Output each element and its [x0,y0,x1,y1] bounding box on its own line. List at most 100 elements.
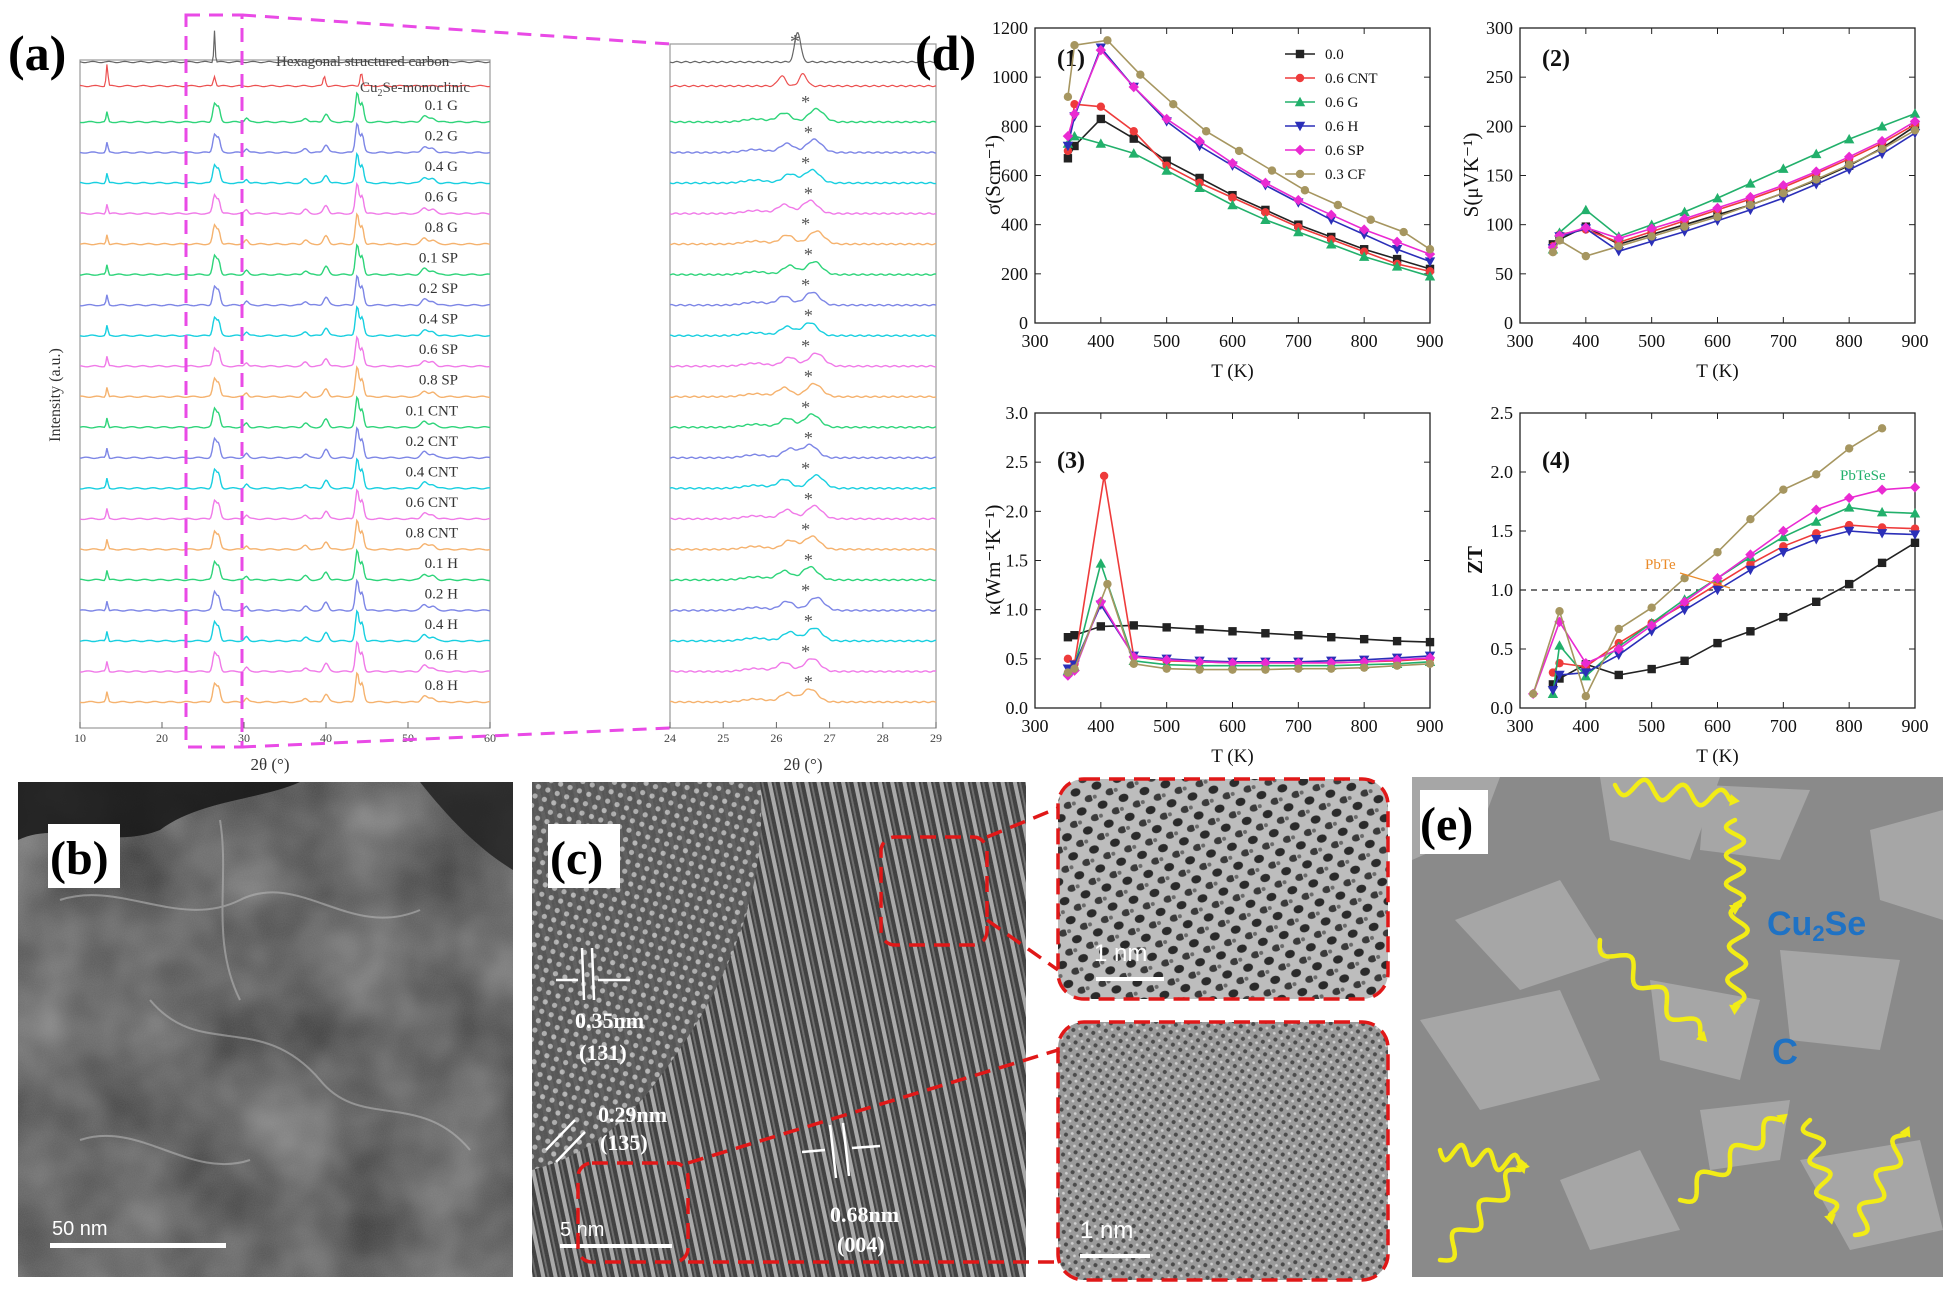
xrd-sample-label: 0.1 SP [419,251,458,267]
scale-bar-c [560,1244,672,1248]
data-point [1392,661,1402,670]
hrtem-inset-top [1058,779,1388,999]
data-point [1162,664,1171,673]
hrtem-inset-bottom [1058,1022,1388,1280]
data-point [1779,612,1788,622]
xrd-sample-label: 0.2 G [425,129,459,145]
peak-star: * [801,336,810,356]
data-point [1195,173,1204,183]
data-point [1909,116,1921,127]
xrd-trace [79,91,491,124]
ytick-label: 600 [1001,166,1028,186]
xtick-label: 400 [1087,716,1114,736]
xrd-trace [79,426,491,460]
data-point [1712,192,1723,203]
data-point [1327,633,1336,642]
xtick-label: 30 [238,731,250,745]
peak-star: * [804,550,813,570]
xrd-zoom-trace [669,473,937,490]
data-point [1129,659,1138,668]
data-point [1294,631,1303,640]
data-point [1136,70,1145,79]
xrd-sample-label: 0.2 CNT [406,434,459,450]
panel-label-c: (c) [550,832,603,885]
data-point [1811,504,1822,515]
ytick-label: 150 [1486,166,1513,186]
data-point [1680,574,1689,583]
ytick-label: 1200 [992,18,1028,38]
data-point [1095,558,1107,568]
peak-star: * [801,519,810,539]
panel-d: (d) 300 400 500 600 700 800 900020040060080010… [915,18,1929,767]
data-point [1876,484,1888,495]
data-point [1713,212,1722,221]
xtick-label: 400 [1572,716,1599,736]
peak-star: * [801,641,810,661]
xtick-label: 26 [770,731,782,745]
series-line [1552,542,1916,685]
data-point [1424,652,1436,664]
data-point [1812,175,1821,184]
plot-frame [1519,27,1916,324]
phonon-wave [1597,937,1703,1038]
xrd-full-traces [79,30,491,704]
scale-label-b: 50 nm [52,1218,108,1240]
data-point [1228,193,1237,202]
xtick-label: 700 [1770,716,1797,736]
data-point [1063,633,1073,642]
data-point [1161,165,1172,175]
axis-xlabel: T (K) [1211,746,1253,767]
data-point [1877,144,1887,154]
data-point [1096,622,1106,631]
xrd-trace [79,335,491,368]
data-point [1910,538,1920,547]
data-point [1548,248,1558,257]
ref-carbon-label: Hexagonal structured carbon [276,54,450,70]
xrd-sample-label: 0.2 SP [419,281,458,297]
data-point [1554,640,1565,650]
xrd-zoom-xticks: 24 25 26 27 28 29 [664,722,942,745]
data-point [1391,245,1403,255]
data-point [1096,114,1106,124]
data-point [1063,154,1073,163]
data-point [1877,424,1887,433]
phonon-arrows [1437,777,1911,1263]
data-point [1261,665,1270,674]
phonon-arrowhead [1776,1113,1788,1125]
xrd-zoom-frame [669,43,937,729]
spacing-131: 0.35nm [575,1008,644,1033]
data-point [1425,245,1435,254]
data-point [1366,215,1375,224]
xtick-label: 300 [1022,716,1049,736]
xrd-zoom-ref-carbon [669,32,937,64]
peak-star: * [804,672,813,692]
ytick-label: 2.0 [1006,501,1029,521]
data-point [1424,257,1436,267]
data-point [1613,643,1624,655]
xrd-zoom-trace [669,107,937,124]
data-point [1778,180,1789,191]
xrd-trace [79,181,491,215]
panel-b: (b) 50 nm [18,782,513,1277]
data-point [1333,200,1343,210]
peak-star: * [804,489,813,509]
data-point [1713,638,1722,648]
data-point [1811,516,1822,526]
xrd-sample-label: 0.8 H [425,678,459,694]
peak-star: * [801,92,810,112]
xrd-zoom-trace [669,322,937,338]
xrd-zoom-trace [669,565,937,582]
data-point [1162,623,1171,632]
data-point [1095,138,1107,148]
label-carbon: C [1772,1031,1798,1072]
xrd-sample-label: 0.8 CNT [406,525,459,541]
peak-star: * [804,184,813,204]
xtick-label: 800 [1351,331,1378,351]
subpanel-label: (3) [1057,448,1085,474]
peak-star: * [801,214,810,234]
data-point [1063,668,1073,677]
data-point [1294,664,1303,673]
series-line [1067,475,1431,666]
xtick-label: 900 [1417,716,1444,736]
xtick-label: 25 [717,731,729,745]
